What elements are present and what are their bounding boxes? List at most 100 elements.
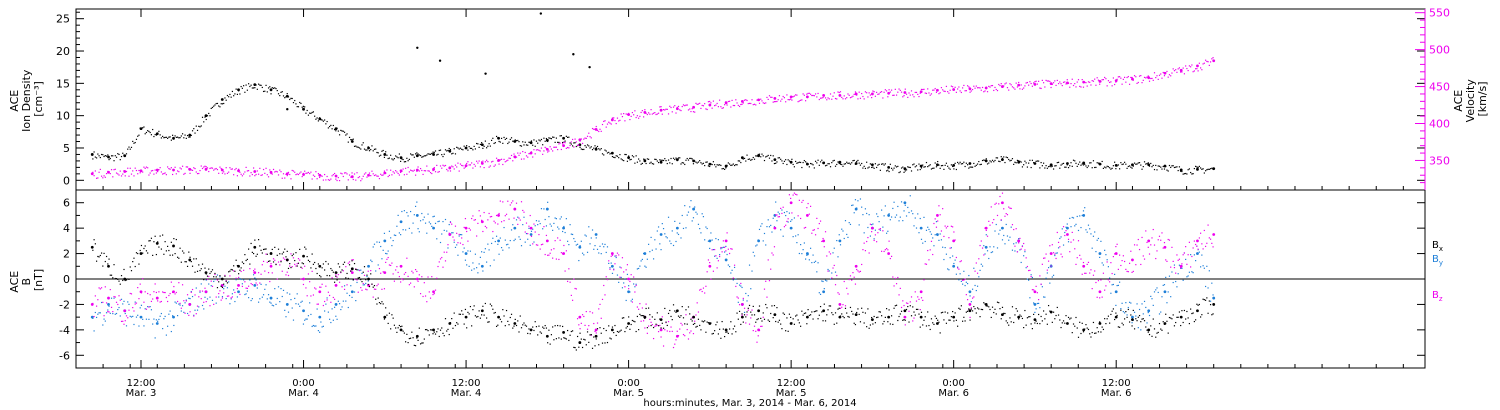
bx-series-point [464, 315, 468, 319]
bz-series-sample [326, 299, 328, 301]
ion-density-series-sample [1123, 161, 1126, 163]
bx-series-sample [1031, 328, 1033, 330]
ion-density-series-sample [844, 163, 847, 165]
bx-series-point [627, 322, 631, 325]
by-series-sample [1170, 296, 1172, 298]
ion-density-series-sample [861, 162, 863, 165]
velocity-series-sample [243, 173, 245, 175]
bx-series-sample [163, 253, 165, 255]
bx-series-sample [775, 320, 777, 323]
ion-density-series-sample [871, 166, 873, 169]
bz-series-sample [651, 323, 653, 326]
by-series-sample [568, 244, 570, 246]
ion-density-series-sample [295, 103, 297, 105]
by-series-sample [690, 200, 692, 202]
bx-series-point [188, 258, 192, 262]
ion-density-series-sample [259, 84, 261, 86]
bx-series-sample [454, 324, 457, 327]
bz-series-sample [574, 287, 576, 290]
ion-density-series-sample [108, 159, 110, 161]
velocity-series-point [253, 170, 257, 173]
bx-series-sample [486, 317, 488, 319]
by-series-point [318, 315, 322, 319]
velocity-series-sample [299, 172, 301, 174]
bz-series-sample [552, 257, 554, 259]
bz-series-point [318, 290, 322, 294]
bx-series-sample [429, 329, 432, 331]
by-series-sample [639, 265, 641, 267]
ion-density-series-sample [426, 154, 428, 156]
ion-density-series-sample [208, 112, 210, 115]
velocity-series-sample [1133, 75, 1136, 77]
bx-series-sample [839, 315, 842, 317]
velocity-series-sample [557, 148, 559, 151]
bx-series-sample [869, 324, 871, 326]
bz-series-point [887, 252, 891, 255]
bx-series-sample [925, 325, 928, 327]
by-series-point [919, 226, 923, 230]
velocity-series-sample [427, 170, 429, 172]
bz-series-sample [442, 266, 444, 268]
by-series-sample [957, 266, 959, 268]
bx-series-sample [752, 305, 754, 308]
bx-series-sample [646, 327, 648, 329]
velocity-series-sample [249, 175, 251, 177]
ion-density-series-sample [240, 85, 242, 88]
by-series-sample [747, 295, 749, 297]
velocity-series-sample [937, 89, 939, 91]
bx-series-point [1098, 322, 1102, 325]
velocity-series-sample [1156, 75, 1158, 77]
ion-density-series-sample [316, 117, 318, 119]
ion-density-series-sample [1180, 170, 1182, 172]
velocity-series-sample [853, 93, 855, 95]
ion-density-series-sample [92, 158, 94, 160]
by-series-sample [705, 226, 707, 228]
by-series-sample [863, 232, 865, 234]
bz-series-sample [816, 217, 818, 219]
ion-density-series-sample [689, 157, 691, 160]
bx-series-sample [832, 314, 834, 316]
by-series-sample [1044, 296, 1046, 298]
velocity-series-sample [874, 95, 876, 97]
bx-series-sample [324, 269, 326, 271]
velocity-series-sample [567, 146, 569, 149]
by-series-sample [390, 237, 392, 239]
ion-density-series-sample [497, 137, 499, 139]
by-series-sample [186, 312, 189, 315]
bz-series-sample [1071, 231, 1073, 234]
bx-series-sample [694, 322, 696, 325]
ion-density-series-sample [441, 154, 443, 156]
bz-series-sample [543, 226, 545, 228]
by-series-sample [356, 281, 358, 284]
velocity-series-sample [781, 98, 783, 100]
by-series-sample [788, 212, 791, 214]
velocity-series-sample [681, 105, 683, 108]
ion-density-series-sample [1065, 166, 1067, 168]
by-series-sample [92, 317, 94, 319]
bz-series-sample [1155, 257, 1157, 260]
ion-density-series-sample [816, 162, 818, 164]
velocity-series-sample [276, 171, 278, 173]
bz-series-sample [1040, 283, 1042, 285]
velocity-series-sample [1180, 71, 1182, 73]
ion-density-series-sample [155, 134, 158, 136]
bz-series-sample [783, 226, 786, 228]
bx-series-sample [315, 267, 317, 270]
velocity-series-sample [788, 99, 791, 101]
by-series-sample [578, 259, 580, 262]
ion-density-series-sample [828, 163, 830, 165]
velocity-series-sample [640, 111, 642, 114]
ion-density-series-sample [1185, 172, 1187, 175]
bz-series-point [822, 239, 826, 243]
velocity-series-sample [876, 91, 878, 93]
by-series-sample [1160, 311, 1162, 313]
bz-series-sample [917, 296, 919, 298]
bx-series-sample [848, 316, 850, 318]
ion-density-series-sample [887, 169, 889, 171]
bx-series-sample [537, 334, 539, 336]
by-series-sample [234, 300, 236, 303]
ion-density-series-sample [1104, 166, 1106, 168]
velocity-series-sample [1009, 83, 1011, 85]
by-series-sample [638, 267, 640, 270]
